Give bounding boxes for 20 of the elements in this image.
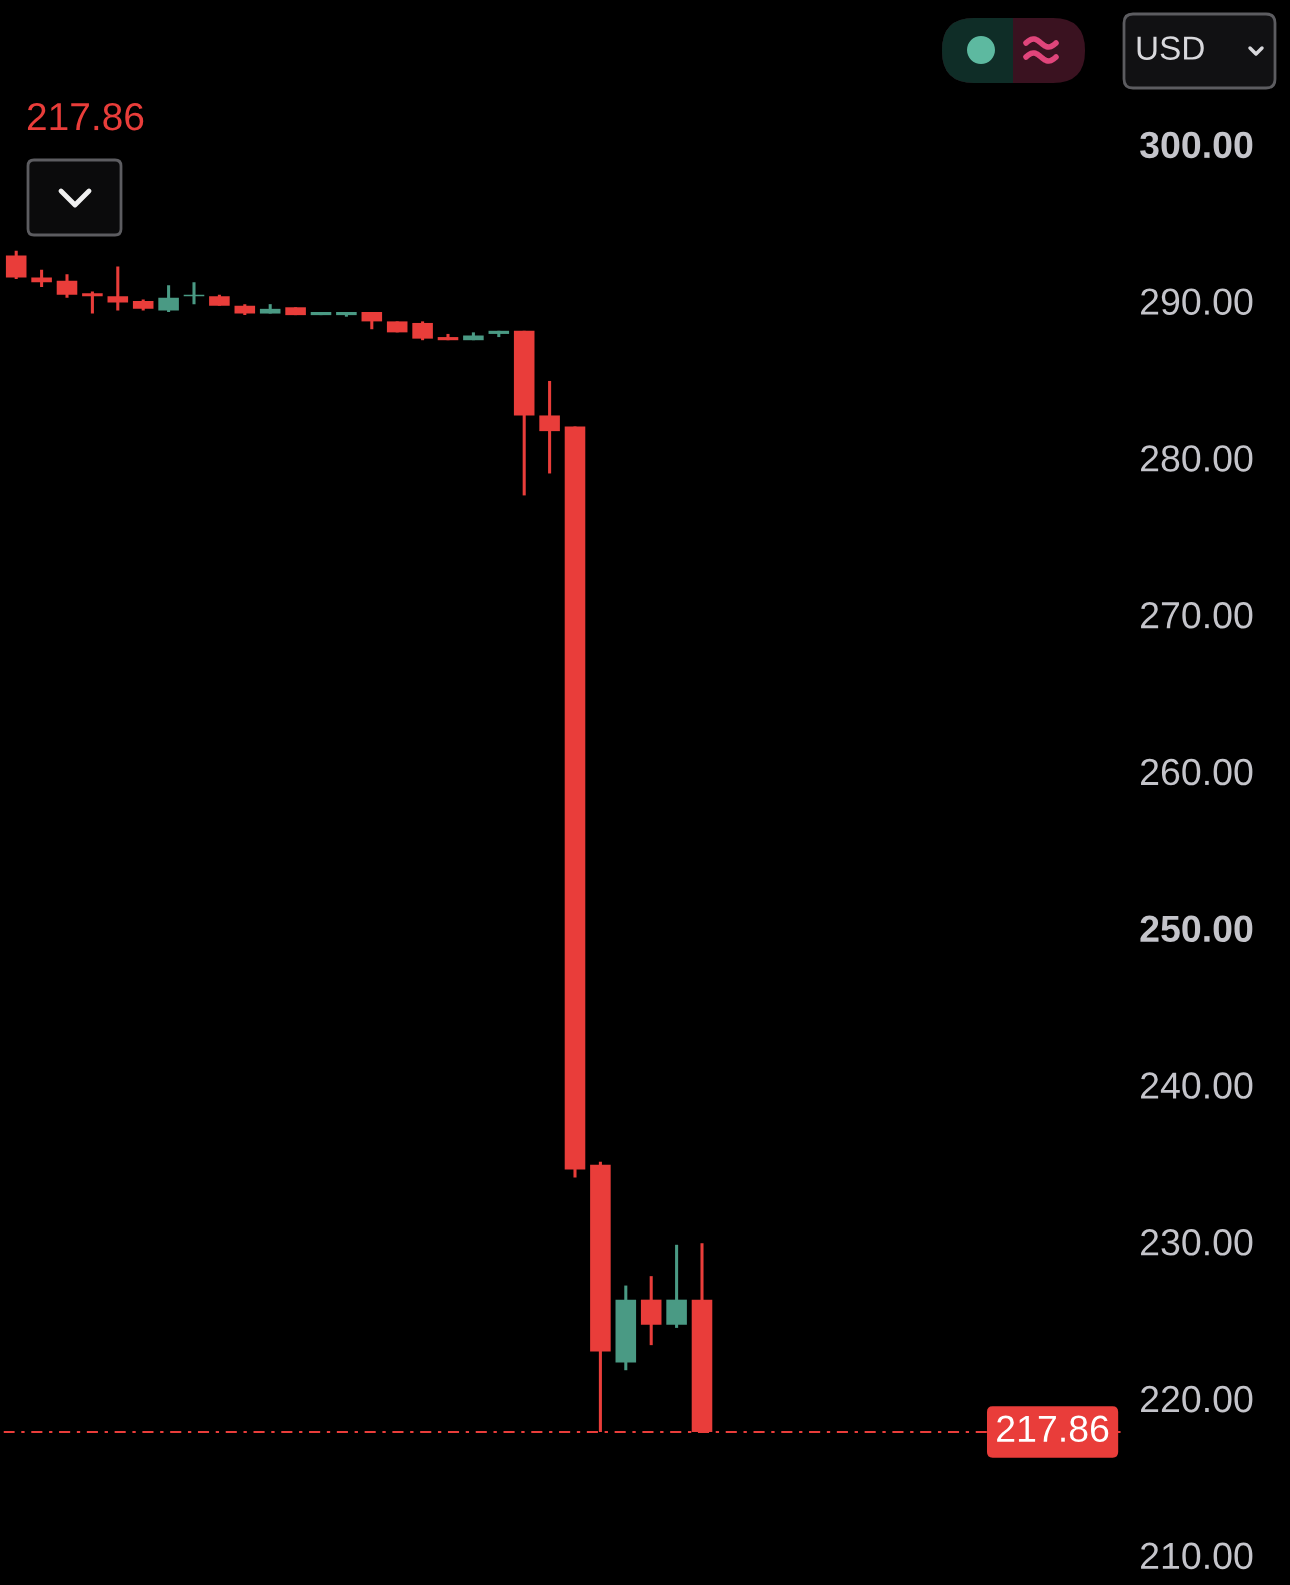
y-tick-label: 260.00 (1141, 758, 1253, 786)
text: USD (1137, 36, 1204, 60)
candlestick (412, 321, 433, 342)
candlestick (539, 379, 560, 474)
y-tick-label: 270.00 (1141, 601, 1253, 629)
y-tick-label: 240.00 (1141, 1072, 1253, 1099)
y-tick-label: 230.00 (1141, 1229, 1253, 1256)
y-tick-label: 250.00 (1140, 915, 1253, 943)
candlestick (158, 285, 179, 312)
y-tick-label: 210.00 (1141, 1542, 1253, 1570)
annotation: 217.86 (27, 102, 144, 131)
candlestick (5, 249, 27, 280)
y-tick-label: 280.00 (1141, 445, 1253, 472)
candlestick (56, 274, 78, 298)
y-tick-label: 300.00 (1140, 131, 1253, 159)
y-tick-label: 290.00 (1141, 288, 1253, 315)
candlestick (82, 291, 103, 314)
y-tick-label: 220.00 (1141, 1385, 1253, 1413)
candlestick (107, 266, 129, 311)
ref-line-label: 217.86 (997, 1415, 1109, 1443)
